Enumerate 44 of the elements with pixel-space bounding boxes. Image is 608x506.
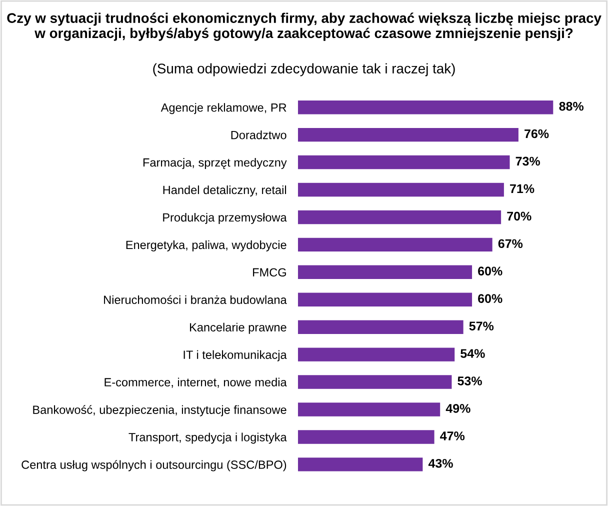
bar — [298, 210, 502, 224]
bar — [298, 375, 452, 389]
bar — [298, 265, 472, 280]
data-label: 60% — [478, 266, 502, 276]
y-tick-label: Nieruchomości i branża budowlana — [104, 295, 287, 304]
data-label: 53% — [458, 376, 482, 386]
data-label: 73% — [516, 156, 540, 166]
data-label: 49% — [446, 404, 470, 413]
y-tick-label: Agencje reklamowe, PR — [160, 103, 286, 114]
bar — [298, 182, 504, 197]
chart-subtitle: (Suma odpowiedzi zdecydowanie tak i raczej tak) — [153, 63, 455, 76]
y-tick-label: Handel detaliczny, retail — [163, 185, 286, 196]
y-tick-label: Centra usług wspólnych i outsourcingu (SSC/BPO) — [22, 460, 286, 472]
y-tick-label: Doradztwo — [231, 130, 286, 140]
data-label: 57% — [469, 322, 494, 330]
y-tick-label: Farmacja, sprzęt medyczny — [143, 158, 287, 170]
bar — [298, 402, 440, 416]
bar — [298, 348, 455, 362]
data-label: 67% — [498, 239, 523, 248]
bar — [298, 430, 434, 444]
y-tick-label: Kancelarie prawne — [190, 322, 286, 334]
y-tick-label: Produkcja przemysłowa — [163, 212, 287, 224]
bar — [298, 155, 510, 170]
y-tick-label: Transport, spedycja i logistyka — [128, 432, 287, 444]
y-tick-label: IT i telekomunikacja — [184, 350, 287, 362]
bar — [298, 238, 492, 252]
data-label: 76% — [524, 129, 549, 138]
data-label: 54% — [460, 349, 485, 358]
data-label: 60% — [478, 294, 502, 303]
data-label: 70% — [507, 212, 532, 221]
data-label: 47% — [440, 432, 465, 440]
data-label: 43% — [428, 458, 453, 468]
data-label: 71% — [510, 184, 534, 194]
bar — [298, 320, 464, 334]
bar — [298, 458, 423, 472]
bar — [298, 100, 554, 114]
y-tick-label: FMCG — [253, 268, 286, 277]
data-label: 88% — [559, 102, 584, 111]
bar — [298, 292, 472, 306]
y-tick-label: E-commerce, internet, nowe media — [104, 378, 287, 388]
chart-title: Czy w sytuacji trudności ekonomicznych firmy, aby zachować większą liczbę miejsc pracy w organizacji, byłbyś/abyś gotowy/a zaakceptować czasowe zmniejszenie pensji? — [7, 12, 602, 41]
bar — [298, 128, 518, 142]
y-tick-label: Bankowość, ubezpieczenia, instytucje finansowe — [33, 405, 286, 416]
y-tick-label: Energetyka, paliwa, wydobycie — [126, 240, 286, 252]
